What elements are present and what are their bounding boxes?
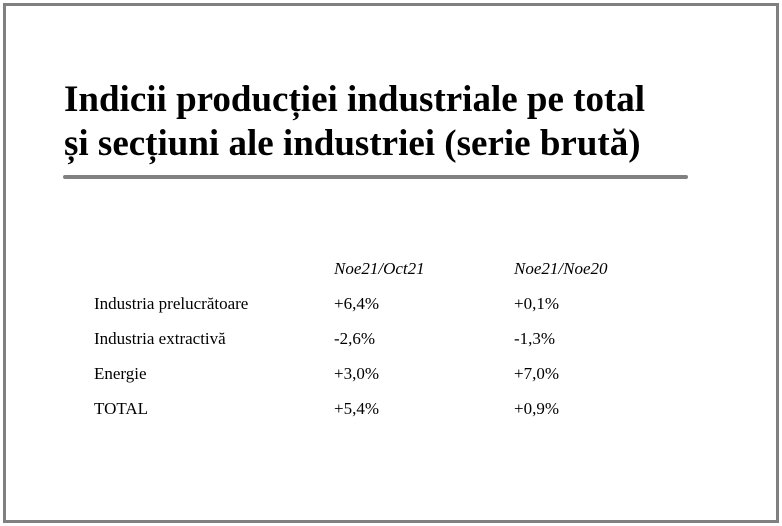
slide-title-line-2: și secțiuni ale industriei (serie brută) bbox=[64, 123, 641, 164]
row-value-mom: -2,6% bbox=[334, 329, 376, 348]
row-value-yoy: +0,1% bbox=[514, 294, 559, 313]
slide-title: Indicii producției industriale pe total … bbox=[64, 78, 724, 166]
row-value-mom: +5,4% bbox=[334, 399, 379, 418]
column-header-yoy: Noe21/Noe20 bbox=[514, 259, 608, 278]
slide-frame: Indicii producției industriale pe total … bbox=[3, 3, 779, 523]
row-label: Industria prelucrătoare bbox=[94, 294, 249, 313]
row-value-yoy: +7,0% bbox=[514, 364, 559, 383]
row-value-mom: +6,4% bbox=[334, 294, 379, 313]
row-label: TOTAL bbox=[94, 399, 149, 418]
row-value-yoy: -1,3% bbox=[514, 329, 556, 348]
row-label: Energie bbox=[94, 364, 147, 383]
column-header-mom: Noe21/Oct21 bbox=[334, 259, 425, 278]
slide-title-line-1: Indicii producției industriale pe total bbox=[64, 79, 646, 120]
row-label: Industria extractivă bbox=[94, 329, 226, 348]
row-value-yoy: +0,9% bbox=[514, 399, 559, 418]
row-value-mom: +3,0% bbox=[334, 364, 379, 383]
title-underline-divider bbox=[63, 175, 688, 179]
